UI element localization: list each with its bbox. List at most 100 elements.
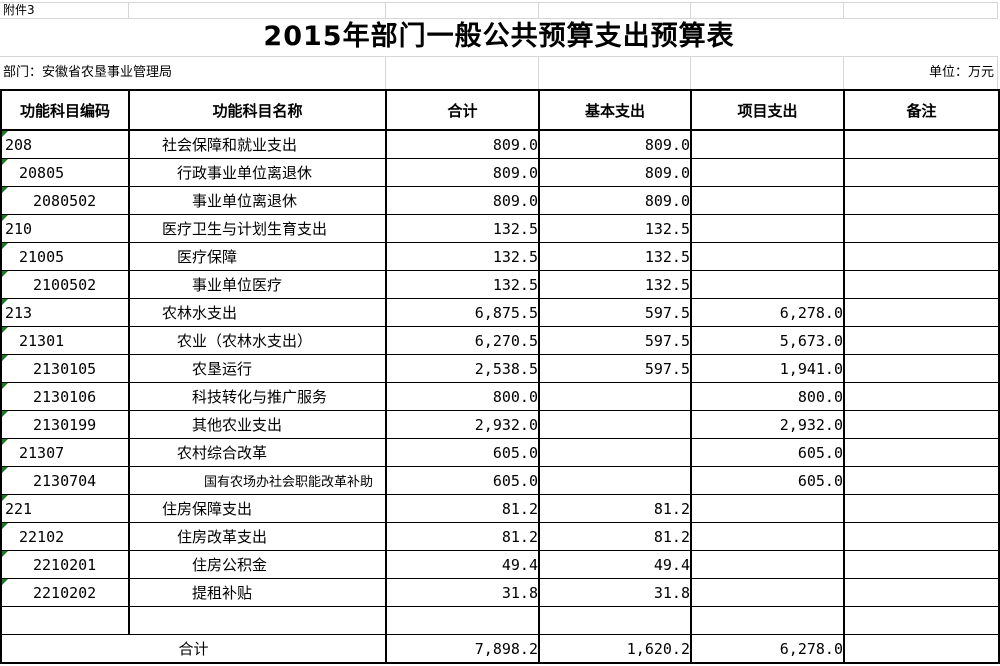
basic-cell[interactable]: 49.4 <box>538 550 692 579</box>
total-cell[interactable]: 809.0 <box>385 158 540 187</box>
name-cell[interactable]: 提租补贴 <box>128 578 387 607</box>
grand-note-cell[interactable] <box>843 634 1000 664</box>
basic-cell[interactable]: 597.5 <box>538 354 692 383</box>
total-cell[interactable]: 6,270.5 <box>385 326 540 355</box>
sheet-title[interactable]: 2015年部门一般公共预算支出预算表 <box>263 21 735 52</box>
code-cell[interactable] <box>0 606 130 635</box>
col-header-name[interactable]: 功能科目名称 <box>128 89 387 131</box>
note-cell[interactable] <box>843 298 1000 327</box>
code-cell[interactable]: 210 <box>0 214 130 243</box>
name-cell[interactable]: 农村综合改革 <box>128 438 387 467</box>
project-cell[interactable] <box>690 550 845 579</box>
basic-cell[interactable]: 132.5 <box>538 214 692 243</box>
note-cell[interactable] <box>843 326 1000 355</box>
total-cell[interactable]: 81.2 <box>385 522 540 551</box>
grand-total-cell[interactable]: 7,898.2 <box>385 634 540 664</box>
total-cell[interactable]: 132.5 <box>385 242 540 271</box>
note-cell[interactable] <box>843 186 1000 215</box>
total-cell[interactable]: 6,875.5 <box>385 298 540 327</box>
project-cell[interactable]: 5,673.0 <box>690 326 845 355</box>
col-header-note[interactable]: 备注 <box>843 89 1000 131</box>
name-cell[interactable]: 事业单位医疗 <box>128 270 387 299</box>
grand-total-label[interactable]: 合计 <box>0 634 387 664</box>
project-cell[interactable] <box>690 606 845 635</box>
basic-cell[interactable]: 81.2 <box>538 494 692 523</box>
name-cell[interactable]: 住房保障支出 <box>128 494 387 523</box>
code-cell[interactable]: 2130105 <box>0 354 130 383</box>
name-cell[interactable]: 住房公积金 <box>128 550 387 579</box>
project-cell[interactable] <box>690 186 845 215</box>
code-cell[interactable]: 2130106 <box>0 382 130 411</box>
basic-cell[interactable] <box>538 410 692 439</box>
total-cell[interactable]: 31.8 <box>385 578 540 607</box>
department-label[interactable]: 部门：安徽省农垦事业管理局 <box>3 65 173 80</box>
name-cell[interactable]: 农垦运行 <box>128 354 387 383</box>
basic-cell[interactable]: 809.0 <box>538 129 692 159</box>
col-header-code[interactable]: 功能科目编码 <box>0 89 130 131</box>
note-cell[interactable] <box>843 550 1000 579</box>
note-cell[interactable] <box>843 410 1000 439</box>
total-cell[interactable]: 605.0 <box>385 466 540 495</box>
name-cell[interactable]: 行政事业单位离退休 <box>128 158 387 187</box>
project-cell[interactable]: 605.0 <box>690 438 845 467</box>
note-cell[interactable] <box>843 158 1000 187</box>
code-cell[interactable]: 2210202 <box>0 578 130 607</box>
note-cell[interactable] <box>843 606 1000 635</box>
basic-cell[interactable] <box>538 382 692 411</box>
code-cell[interactable]: 20805 <box>0 158 130 187</box>
name-cell[interactable]: 国有农场办社会职能改革补助 <box>128 466 387 495</box>
basic-cell[interactable] <box>538 438 692 467</box>
project-cell[interactable] <box>690 578 845 607</box>
total-cell[interactable]: 132.5 <box>385 270 540 299</box>
note-cell[interactable] <box>843 129 1000 159</box>
note-cell[interactable] <box>843 214 1000 243</box>
note-cell[interactable] <box>843 522 1000 551</box>
total-cell[interactable]: 809.0 <box>385 129 540 159</box>
note-cell[interactable] <box>843 354 1000 383</box>
note-cell[interactable] <box>843 466 1000 495</box>
name-cell[interactable]: 其他农业支出 <box>128 410 387 439</box>
grand-basic-cell[interactable]: 1,620.2 <box>538 634 692 664</box>
total-cell[interactable]: 809.0 <box>385 186 540 215</box>
code-cell[interactable]: 21301 <box>0 326 130 355</box>
total-cell[interactable]: 49.4 <box>385 550 540 579</box>
code-cell[interactable]: 2130704 <box>0 466 130 495</box>
basic-cell[interactable]: 809.0 <box>538 186 692 215</box>
project-cell[interactable]: 1,941.0 <box>690 354 845 383</box>
project-cell[interactable] <box>690 214 845 243</box>
basic-cell[interactable] <box>538 606 692 635</box>
project-cell[interactable]: 800.0 <box>690 382 845 411</box>
name-cell[interactable]: 农林水支出 <box>128 298 387 327</box>
code-cell[interactable]: 21005 <box>0 242 130 271</box>
basic-cell[interactable]: 809.0 <box>538 158 692 187</box>
name-cell[interactable]: 科技转化与推广服务 <box>128 382 387 411</box>
name-cell[interactable] <box>128 606 387 635</box>
project-cell[interactable] <box>690 129 845 159</box>
basic-cell[interactable]: 132.5 <box>538 242 692 271</box>
name-cell[interactable]: 社会保障和就业支出 <box>128 129 387 159</box>
project-cell[interactable]: 6,278.0 <box>690 298 845 327</box>
basic-cell[interactable]: 81.2 <box>538 522 692 551</box>
code-cell[interactable]: 2100502 <box>0 270 130 299</box>
note-cell[interactable] <box>843 438 1000 467</box>
note-cell[interactable] <box>843 494 1000 523</box>
project-cell[interactable] <box>690 158 845 187</box>
code-cell[interactable]: 208 <box>0 129 130 159</box>
name-cell[interactable]: 医疗保障 <box>128 242 387 271</box>
basic-cell[interactable] <box>538 466 692 495</box>
total-cell[interactable]: 81.2 <box>385 494 540 523</box>
name-cell[interactable]: 医疗卫生与计划生育支出 <box>128 214 387 243</box>
note-cell[interactable] <box>843 382 1000 411</box>
note-cell[interactable] <box>843 242 1000 271</box>
name-cell[interactable]: 住房改革支出 <box>128 522 387 551</box>
project-cell[interactable] <box>690 270 845 299</box>
grand-project-cell[interactable]: 6,278.0 <box>690 634 845 664</box>
code-cell[interactable]: 2130199 <box>0 410 130 439</box>
total-cell[interactable]: 2,932.0 <box>385 410 540 439</box>
basic-cell[interactable]: 597.5 <box>538 326 692 355</box>
project-cell[interactable] <box>690 494 845 523</box>
code-cell[interactable]: 213 <box>0 298 130 327</box>
project-cell[interactable] <box>690 522 845 551</box>
col-header-basic[interactable]: 基本支出 <box>538 89 692 131</box>
total-cell[interactable]: 605.0 <box>385 438 540 467</box>
